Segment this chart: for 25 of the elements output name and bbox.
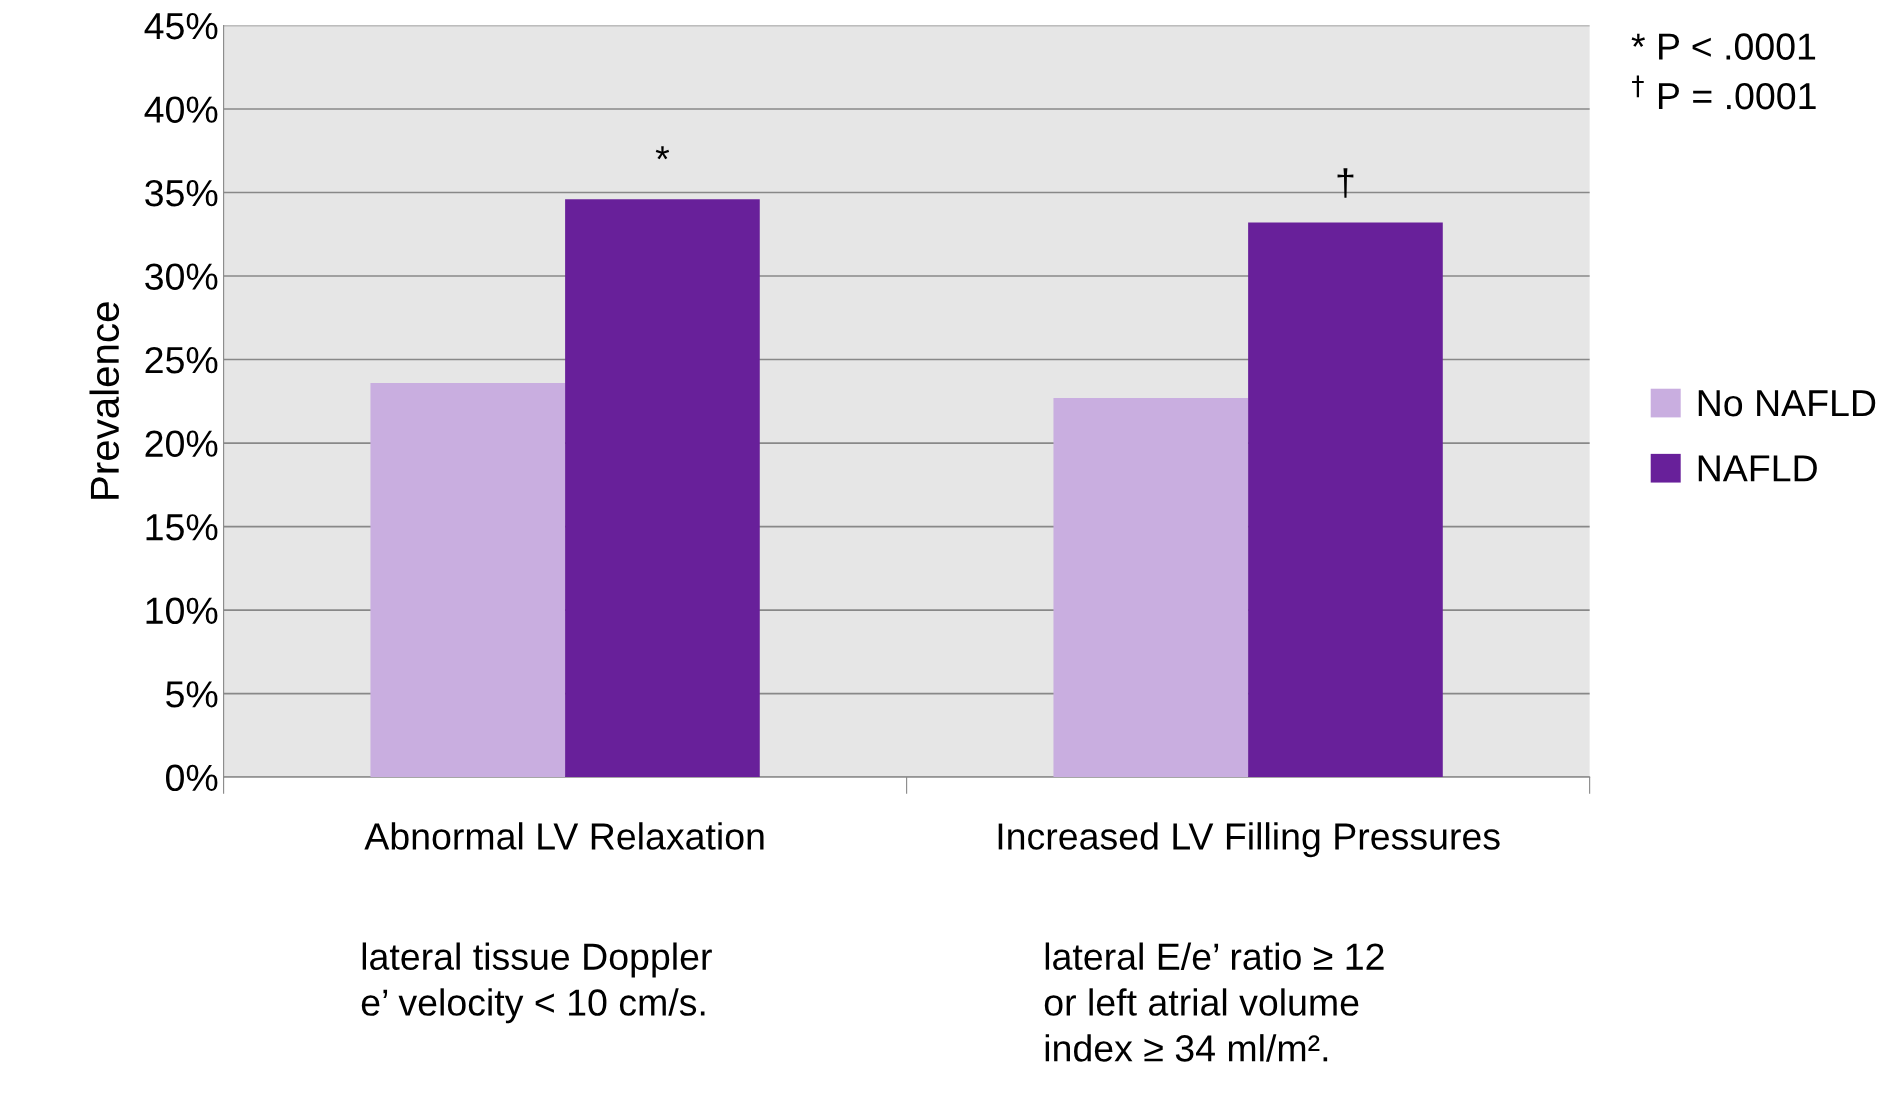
text: lateral E/e’ ratio ≥ 12 or left atrial volume index ≥ 34 ml/m². bbox=[1044, 942, 1384, 1062]
y-tick-label: 40% bbox=[144, 96, 218, 123]
y-tick-label: 35% bbox=[145, 179, 218, 207]
annotation: * bbox=[655, 146, 670, 160]
y-tick-label: 20% bbox=[145, 430, 218, 457]
y-tick-label: 0% bbox=[166, 764, 218, 792]
text: $^{†}$ P = .0001 bbox=[1632, 75, 1816, 110]
x-tick-label: Increased LV Filling Pressures bbox=[998, 822, 1500, 858]
y-tick-label: 30% bbox=[145, 263, 218, 290]
bar bbox=[370, 382, 566, 778]
y-tick-label: 15% bbox=[146, 514, 218, 541]
x-tick-label: Abnormal LV Relaxation bbox=[364, 822, 764, 850]
y-tick-label: 10% bbox=[146, 597, 218, 625]
y-tick-label: 5% bbox=[166, 681, 218, 708]
bar bbox=[1248, 222, 1443, 778]
bar bbox=[1053, 397, 1249, 778]
text: * P < .0001 bbox=[1631, 33, 1816, 60]
legend-label: No NAFLD bbox=[1698, 390, 1876, 417]
bar bbox=[565, 199, 760, 778]
y-tick-label: 45% bbox=[144, 13, 218, 40]
y-tick-label: 25% bbox=[145, 346, 218, 374]
legend-label: NAFLD bbox=[1698, 455, 1817, 482]
y-axis-title: Prevalence bbox=[89, 302, 120, 499]
annotation: † bbox=[1337, 168, 1354, 198]
text: lateral tissue Doppler e’ velocity < 10 cm/s. bbox=[361, 942, 712, 1024]
